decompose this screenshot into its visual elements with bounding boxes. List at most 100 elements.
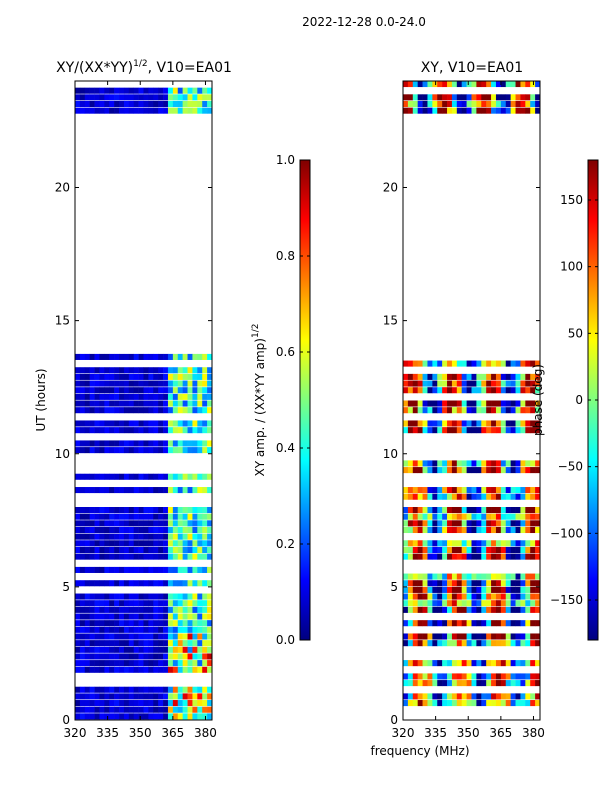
y-tick-label: 0 <box>390 713 398 727</box>
heatmap-cell <box>133 513 139 520</box>
heatmap-cell <box>158 693 164 700</box>
figure-suptitle: 2022-12-28 0.0-24.0 <box>302 15 426 29</box>
heatmap-cell <box>535 546 541 553</box>
heatmap-cell <box>520 427 526 434</box>
heatmap-cell <box>197 660 203 667</box>
heatmap-cell <box>471 660 477 667</box>
heatmap-cell <box>491 520 497 527</box>
heatmap-cell <box>75 427 81 434</box>
heatmap-cell <box>495 467 502 474</box>
heatmap-cell <box>481 513 487 520</box>
heatmap-cell <box>471 400 477 407</box>
heatmap-cell <box>500 693 507 700</box>
heatmap-cell <box>109 580 115 587</box>
heatmap-cell <box>75 520 81 527</box>
heatmap-cell <box>133 533 139 540</box>
heatmap-cell <box>451 81 458 88</box>
heatmap-cell <box>84 686 90 693</box>
heatmap-cell <box>84 100 90 108</box>
heatmap-cell <box>128 107 135 114</box>
heatmap-cell <box>422 94 428 101</box>
heatmap-cell <box>432 387 438 394</box>
heatmap-cell <box>99 100 105 108</box>
heatmap-cell <box>133 706 139 713</box>
heatmap-cell <box>481 593 487 600</box>
heatmap-cell <box>476 487 482 494</box>
heatmap-cell <box>202 653 208 660</box>
heatmap-cell <box>207 353 213 360</box>
heatmap-cell <box>128 620 135 627</box>
heatmap-cell <box>104 613 110 620</box>
heatmap-cell <box>535 593 541 600</box>
heatmap-cell <box>520 546 526 553</box>
heatmap-cell <box>456 427 463 434</box>
heatmap-cell <box>412 360 418 367</box>
heatmap-cell <box>197 420 203 427</box>
heatmap-cell <box>207 387 213 394</box>
heatmap-cell <box>486 593 492 600</box>
heatmap-cell <box>422 586 428 593</box>
heatmap-cell <box>451 420 458 427</box>
heatmap-cell <box>128 686 135 693</box>
heatmap-cell <box>466 487 472 494</box>
heatmap-cell <box>192 620 198 627</box>
heatmap-cell <box>515 107 521 114</box>
heatmap-cell <box>84 533 90 540</box>
heatmap-cell <box>89 620 95 627</box>
heatmap-cell <box>515 693 521 700</box>
heatmap-cell <box>491 526 497 534</box>
heatmap-cell <box>520 520 526 527</box>
colorbar-tick-label: 0 <box>575 393 583 407</box>
heatmap-cell <box>451 526 458 534</box>
heatmap-cell <box>138 507 144 514</box>
heatmap-cell <box>79 387 86 394</box>
heatmap-cell <box>197 553 203 560</box>
heatmap-cell <box>466 407 472 414</box>
heatmap-cell <box>109 373 115 380</box>
heatmap-cell <box>119 633 125 640</box>
heatmap-cell <box>535 540 541 547</box>
x-tick-label: 380 <box>522 726 545 740</box>
heatmap-cell <box>167 94 174 101</box>
heatmap-cell <box>99 700 105 707</box>
heatmap-cell <box>403 540 409 547</box>
heatmap-cell <box>114 447 120 454</box>
heatmap-cell <box>153 646 159 653</box>
heatmap-cell <box>119 373 125 380</box>
heatmap-cell <box>491 620 497 627</box>
heatmap-cell <box>75 526 81 534</box>
heatmap-cell <box>75 540 81 547</box>
heatmap-cell <box>123 700 130 707</box>
heatmap-cell <box>158 526 164 534</box>
heatmap-cell <box>437 100 443 108</box>
heatmap-cell <box>442 373 448 380</box>
heatmap-cell <box>510 606 516 613</box>
heatmap-cell <box>471 387 477 394</box>
heatmap-cell <box>114 606 120 613</box>
heatmap-cell <box>422 693 428 700</box>
heatmap-cell <box>89 107 95 114</box>
heatmap-cell <box>177 507 183 514</box>
heatmap-cell <box>163 533 169 540</box>
heatmap-cell <box>456 94 463 101</box>
heatmap-cell <box>451 600 458 607</box>
heatmap-cell <box>75 367 81 374</box>
heatmap-cell <box>99 606 105 613</box>
heatmap-cell <box>99 507 105 514</box>
heatmap-cell <box>84 513 90 520</box>
heatmap-cell <box>407 387 414 394</box>
heatmap-cell <box>451 513 458 520</box>
colorbar-tick-label: 0.6 <box>276 345 295 359</box>
heatmap-cell <box>167 513 174 520</box>
heatmap-cell <box>481 100 487 108</box>
heatmap-cell <box>505 513 511 520</box>
heatmap-cell <box>491 546 497 553</box>
heatmap-cell <box>79 580 86 587</box>
heatmap-cell <box>79 700 86 707</box>
heatmap-cell <box>128 606 135 613</box>
heatmap-cell <box>447 633 453 640</box>
heatmap-cell <box>466 660 472 667</box>
heatmap-cell <box>476 606 482 613</box>
heatmap-cell <box>525 487 531 494</box>
heatmap-cell <box>133 473 139 480</box>
